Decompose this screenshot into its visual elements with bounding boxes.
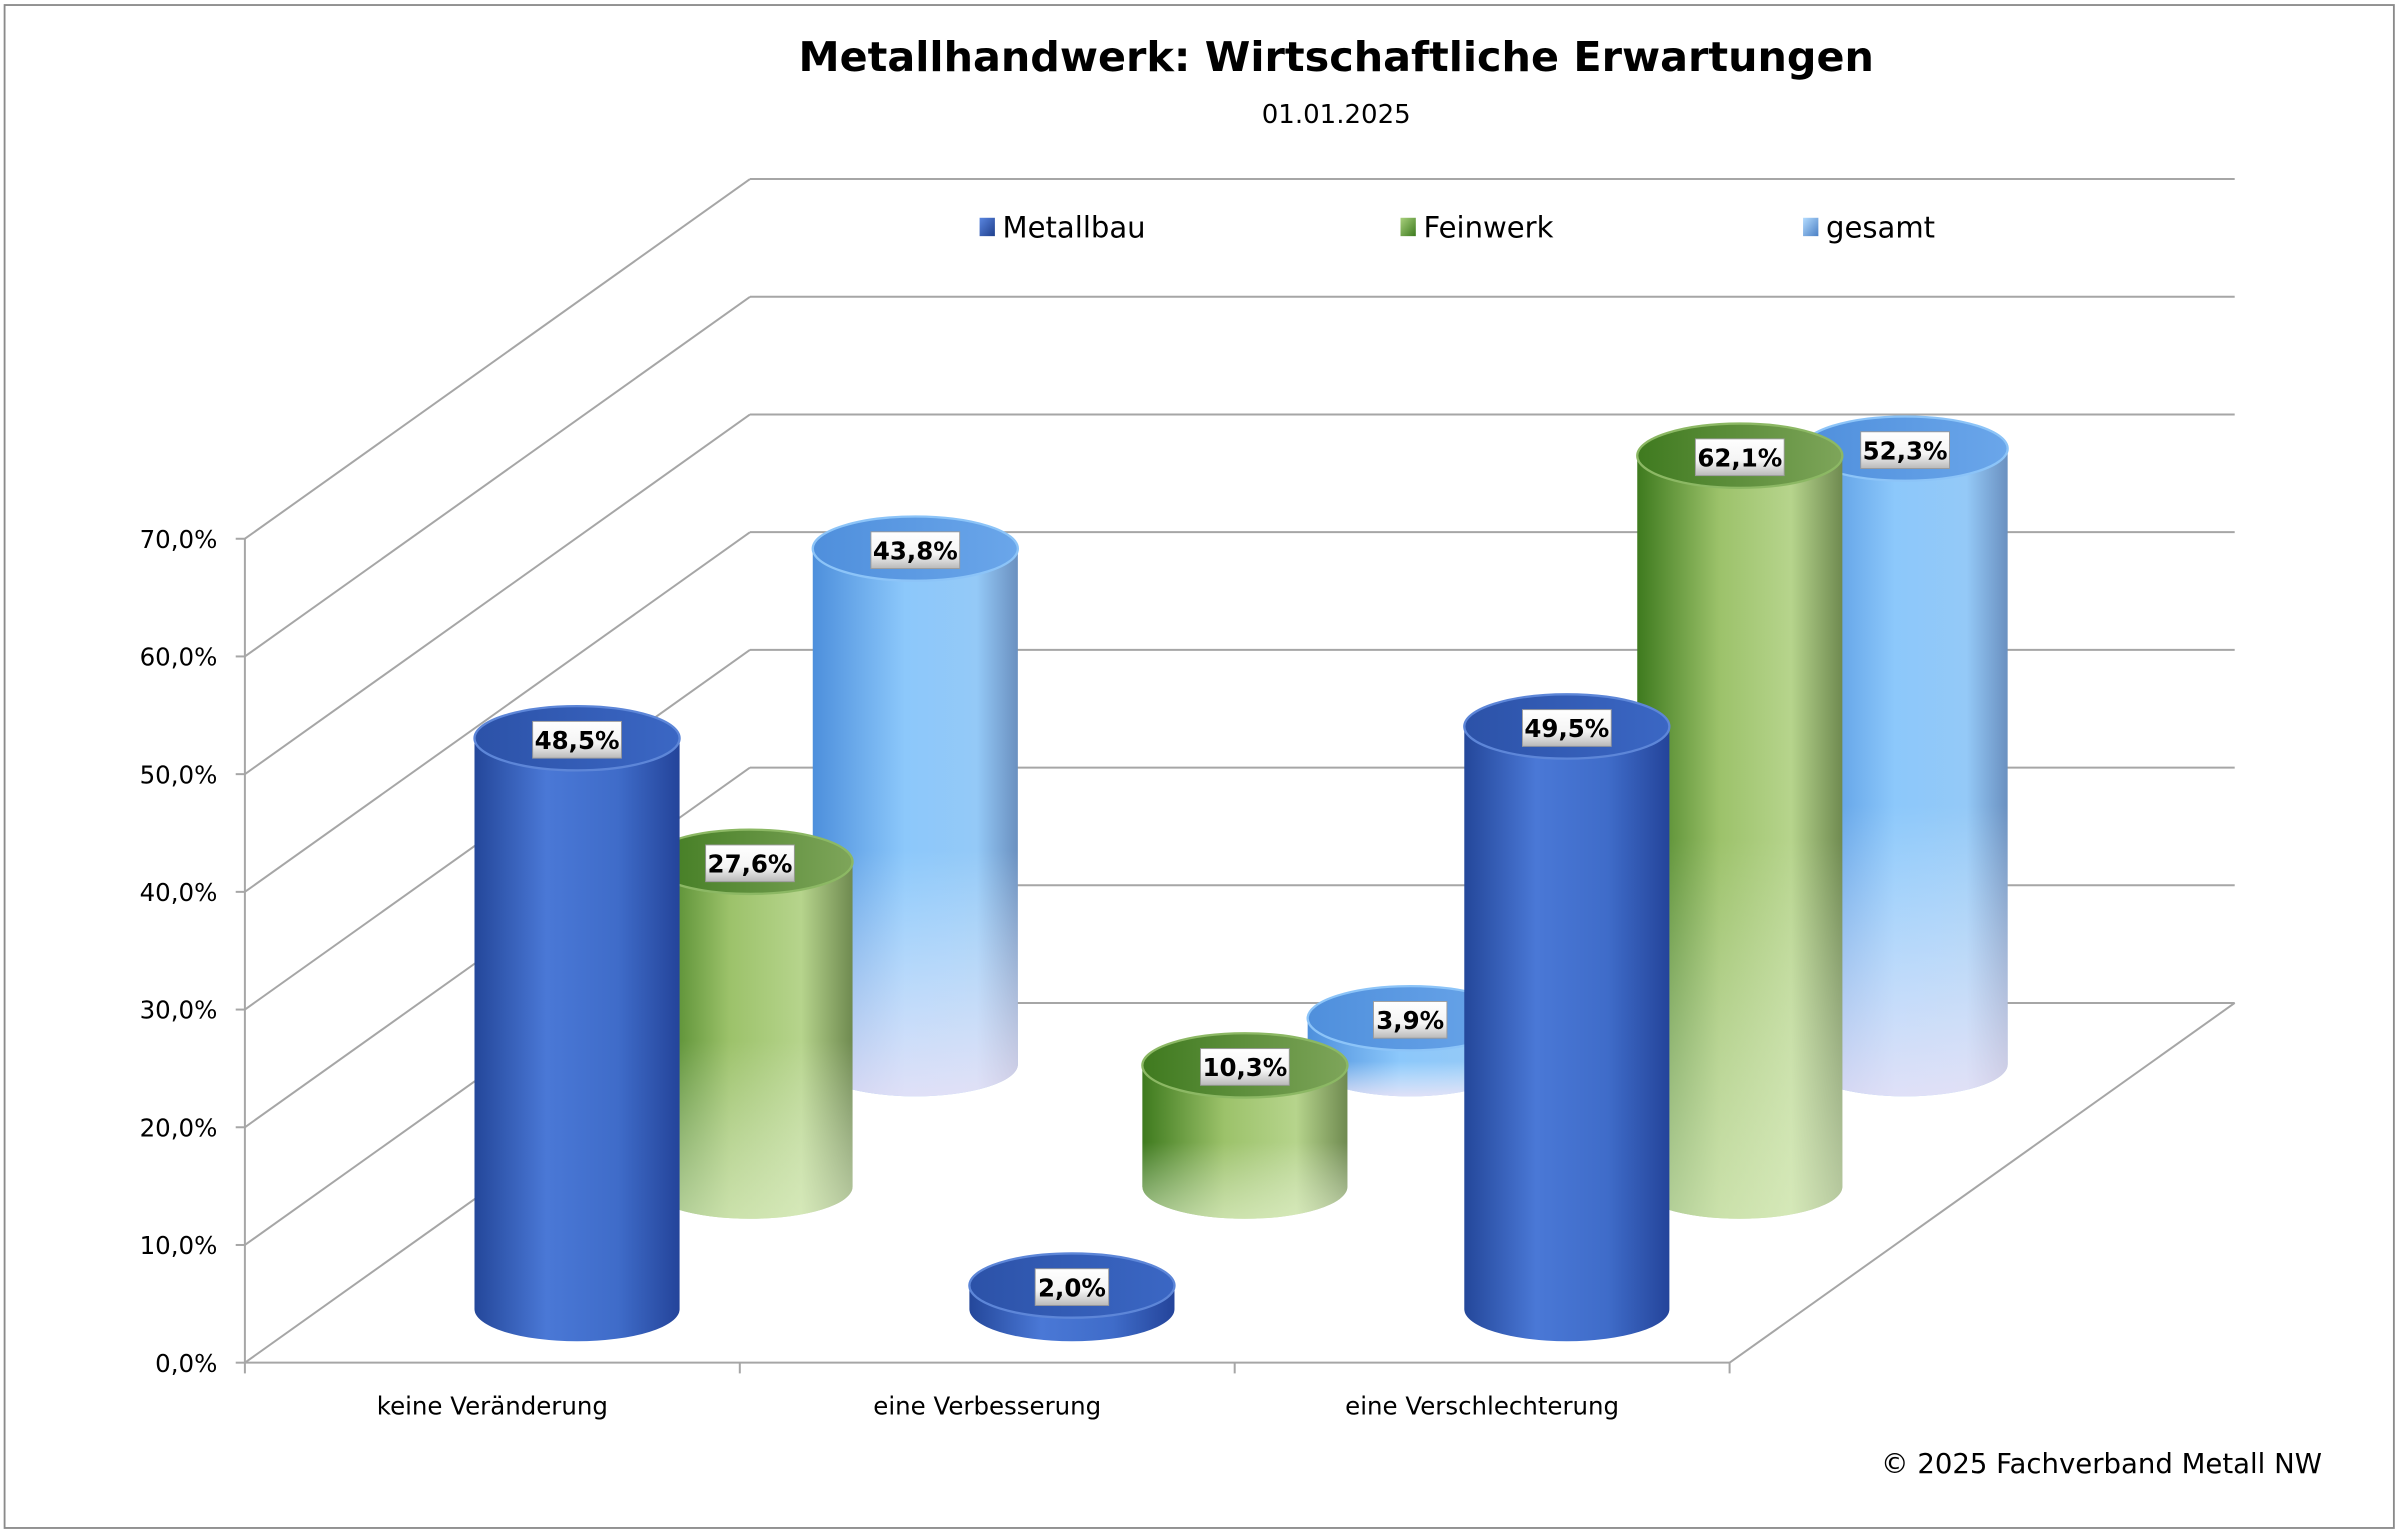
data-label-box	[870, 531, 961, 570]
data-label: 48,5%	[535, 726, 620, 755]
gridline-side	[244, 178, 751, 540]
copyright: © 2025 Fachverband Metall NW	[1881, 1448, 2322, 1480]
y-tick-label: 60,0%	[140, 643, 218, 672]
cylinder-metallbau: 2,0%	[968, 1252, 1176, 1342]
data-label-box	[1694, 438, 1785, 477]
data-label-box	[1373, 1001, 1448, 1039]
legend-label-feinwerk: Feinwerk	[1423, 211, 1553, 245]
y-tick-label: 20,0%	[140, 1113, 218, 1142]
cylinder-feinwerk: 10,3%	[1141, 1032, 1349, 1219]
y-tick-label: 50,0%	[140, 760, 218, 789]
gridline-side	[244, 531, 751, 893]
data-label: 49,5%	[1524, 714, 1609, 743]
legend-swatch-gesamt	[1803, 217, 1819, 237]
cylinder-gesamt: 3,9%	[1306, 985, 1514, 1097]
cylinder-shade	[1142, 1065, 1348, 1219]
cylinder-metallbau: 49,5%	[1463, 693, 1671, 1342]
data-label-box	[532, 720, 622, 759]
cylinder-body	[474, 738, 680, 1342]
chart-title: Metallhandwerk: Wirtschaftliche Erwartun…	[799, 33, 1874, 81]
cylinder-body	[1464, 726, 1670, 1342]
legend-label-metallbau: Metallbau	[1003, 211, 1146, 245]
gridline-side	[244, 413, 751, 775]
data-label: 10,3%	[1202, 1053, 1287, 1082]
data-label: 43,8%	[873, 536, 958, 565]
y-tick-label: 70,0%	[140, 525, 218, 554]
data-label: 27,6%	[708, 850, 793, 879]
x-tick-label: eine Verschlechterung	[1345, 1392, 1619, 1421]
floor-edge	[1729, 1002, 2236, 1364]
data-label-box	[1034, 1268, 1110, 1306]
data-label-box	[705, 844, 795, 883]
cylinder-gesamt: 52,3%	[1801, 415, 2009, 1097]
data-label: 2,0%	[1038, 1273, 1106, 1302]
cylinder-shade	[1802, 448, 2008, 1097]
cylinder-shade	[647, 861, 853, 1219]
gridline-side	[244, 295, 751, 658]
cylinders: 43,8% 3,9% 52,3% 27,6% 10,3% 62,1% 48,5% 2,0% 49…	[473, 415, 2009, 1342]
x-axis: keine Veränderung eine Verbesserung eine V…	[243, 1362, 1731, 1421]
x-tick-label: eine Verbesserung	[873, 1392, 1101, 1421]
legend-label-gesamt: gesamt	[1826, 211, 1935, 245]
legend-swatch-feinwerk	[1400, 217, 1416, 237]
chart-border	[3, 4, 2395, 1529]
data-label: 52,3%	[1863, 436, 1948, 465]
cylinder-gesamt: 43,8%	[811, 515, 1020, 1097]
cylinder-feinwerk: 62,1%	[1636, 422, 1844, 1219]
cylinder-metallbau: 48,5%	[473, 704, 681, 1342]
x-tick-label: keine Veränderung	[377, 1392, 608, 1421]
y-tick-label: 30,0%	[140, 996, 218, 1025]
chart-subtitle: 01.01.2025	[1262, 100, 1411, 130]
legend-swatch-metallbau	[979, 217, 995, 237]
cylinder-feinwerk: 27,6%	[646, 828, 854, 1219]
cylinder-shade	[812, 548, 1018, 1097]
cylinder-shade	[1637, 455, 1843, 1219]
data-label: 3,9%	[1376, 1006, 1444, 1035]
data-label-box	[1860, 431, 1950, 469]
y-axis: 0,0% 10,0% 20,0% 30,0% 40,0% 50,0% 60,0% 70,0%	[140, 525, 245, 1378]
data-label: 62,1%	[1697, 443, 1782, 472]
data-label-box	[1200, 1048, 1290, 1086]
y-tick-label: 0,0%	[155, 1349, 217, 1378]
y-tick-label: 10,0%	[140, 1231, 218, 1260]
data-label-box	[1521, 709, 1612, 747]
y-tick-label: 40,0%	[140, 878, 218, 907]
legend: Metallbau Feinwerk gesamt	[979, 211, 1935, 245]
